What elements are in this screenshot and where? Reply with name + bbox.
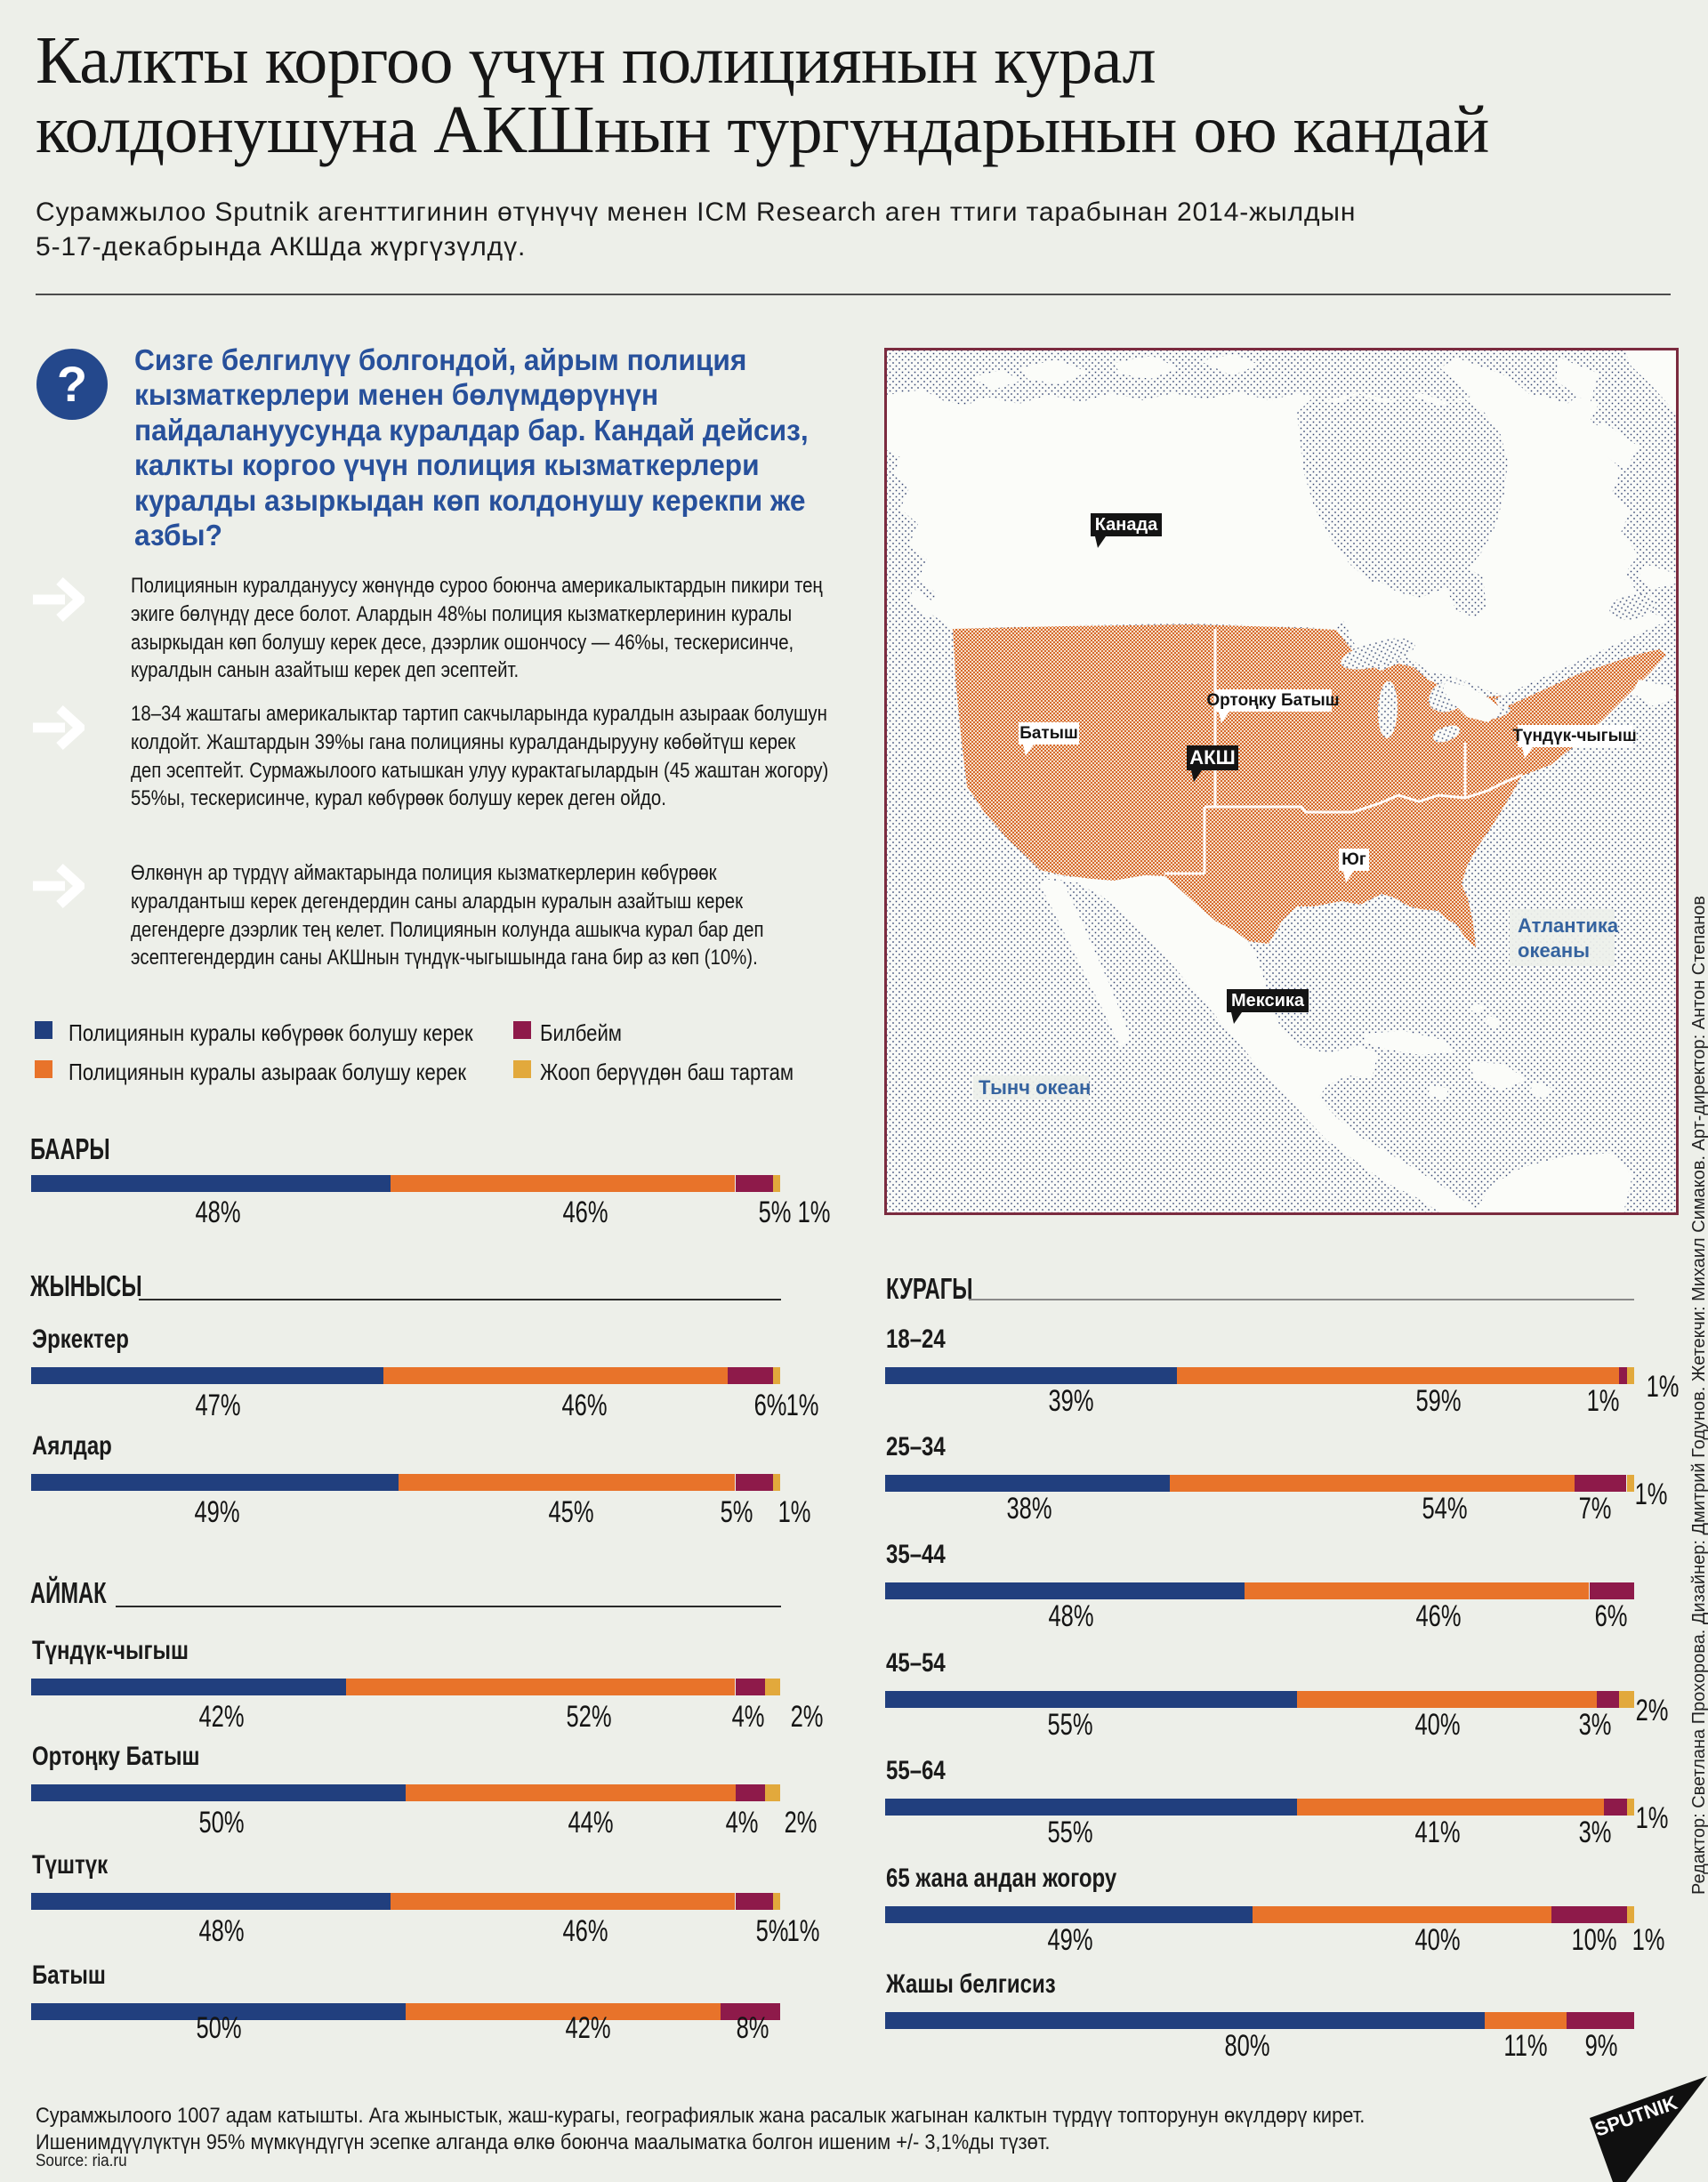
svg-text:АКШ: АКШ — [1189, 746, 1235, 769]
svg-text:Батыш: Батыш — [1019, 724, 1078, 743]
svg-text:Канада: Канада — [1095, 515, 1158, 535]
svg-text:Ортоңку Батыш: Ортоңку Батыш — [1206, 691, 1339, 710]
svg-text:Юг: Юг — [1341, 850, 1366, 869]
svg-text:Түндүк-чыгыш: Түндүк-чыгыш — [1512, 727, 1636, 745]
svg-text:океаны: океаны — [1518, 939, 1590, 962]
svg-text:Атлантика: Атлантика — [1518, 914, 1619, 937]
svg-text:Тынч океан: Тынч океан — [979, 1076, 1091, 1099]
svg-text:Мексика: Мексика — [1231, 991, 1305, 1010]
